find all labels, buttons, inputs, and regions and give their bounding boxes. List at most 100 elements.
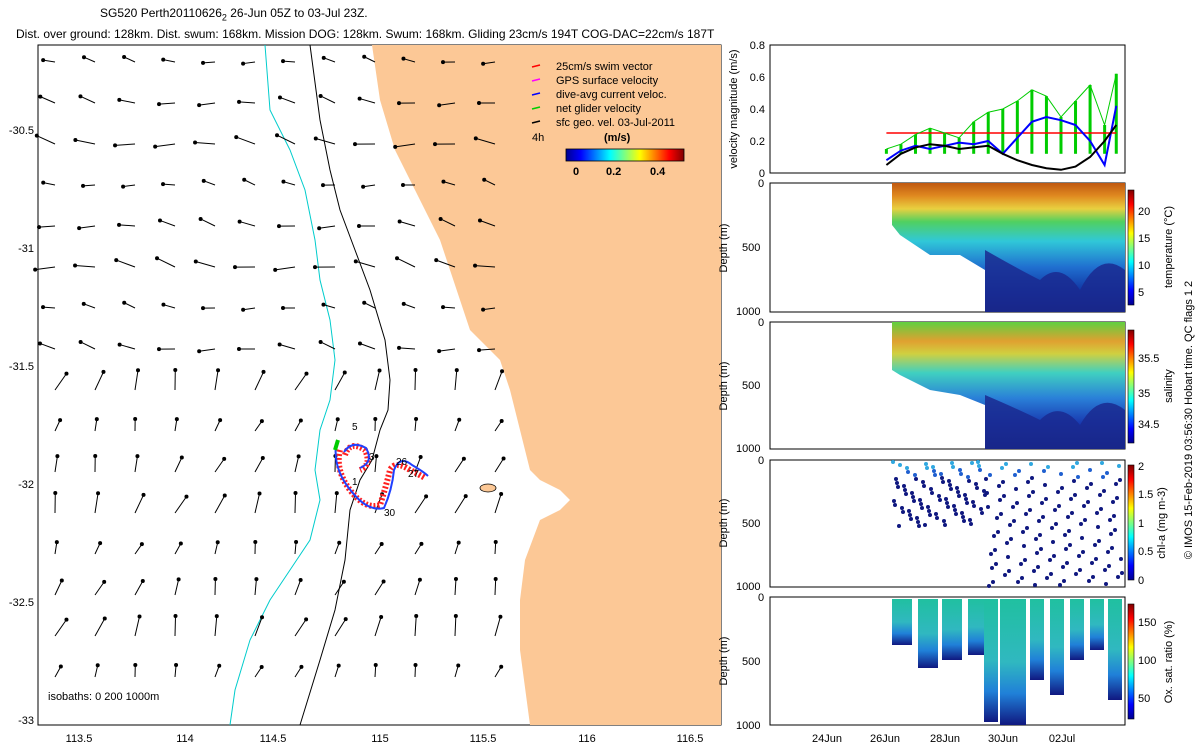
arrow-head <box>401 301 406 306</box>
chl-point <box>1074 572 1078 576</box>
arrow-head <box>173 614 178 619</box>
oxygen-panel: 150 100 50 Ox. sat. ratio (%) <box>769 596 1175 726</box>
chl-point <box>1085 486 1089 490</box>
velocity-arrow <box>374 616 382 637</box>
velocity-arrow <box>414 456 422 473</box>
chl-point <box>1037 519 1041 523</box>
chl-point <box>980 511 984 515</box>
chl-point <box>1103 568 1107 572</box>
arrow-head <box>137 614 142 619</box>
chl-point <box>1007 569 1011 573</box>
temperature-cbar-ticks: 20 15 10 5 <box>1138 206 1150 299</box>
chl-point <box>999 512 1003 516</box>
velocity-arrow <box>54 580 63 596</box>
chl-point <box>997 484 1001 488</box>
chl-point <box>1043 483 1047 487</box>
arrow-head <box>418 455 423 460</box>
chl-point <box>1041 515 1045 519</box>
velocity-arrow <box>483 61 496 65</box>
chl-point <box>1102 489 1106 493</box>
chl-point <box>1111 500 1115 504</box>
chl-point <box>952 504 956 508</box>
chl-point <box>919 502 923 506</box>
velocity-arrow <box>40 96 56 104</box>
cbar-tick: 34.5 <box>1138 419 1159 431</box>
arrow-head <box>317 226 322 231</box>
chl-point <box>1008 523 1012 527</box>
chl-point <box>1107 564 1111 568</box>
arrow-head <box>281 59 286 64</box>
chl-point <box>1063 533 1067 537</box>
oxygen-profile <box>1000 599 1014 725</box>
chl-point <box>939 472 943 476</box>
velocity-arrow <box>396 257 416 268</box>
arrow-head <box>395 256 400 261</box>
chl-point <box>1017 469 1021 473</box>
velocity-arrow <box>254 666 263 678</box>
chl-point <box>1076 475 1080 479</box>
velocity-arrow <box>334 542 340 555</box>
velocity-arrow <box>243 179 256 186</box>
y-tick-label: 0.4 <box>750 104 765 116</box>
velocity-arrow <box>494 666 502 678</box>
arrow-head <box>58 418 63 423</box>
salinity-deep-field <box>985 395 1125 449</box>
chl-point <box>935 516 939 520</box>
arrow-head <box>293 491 298 496</box>
arrow-head <box>424 494 429 499</box>
velocity-arrow <box>36 135 56 145</box>
arrow-head <box>361 184 366 189</box>
velocity-arrow <box>195 142 216 145</box>
chl-point <box>1054 522 1058 526</box>
chl-point <box>1099 507 1103 511</box>
arrow-head <box>357 341 362 346</box>
velocity-arrow <box>83 56 96 63</box>
velocity-arrow <box>214 458 225 473</box>
arrow-head <box>237 219 242 224</box>
arrow-head <box>38 94 43 99</box>
chl-point <box>1117 464 1121 468</box>
arrow-head <box>114 258 119 263</box>
velocity-arrow <box>294 542 297 555</box>
arrow-head <box>357 96 362 101</box>
velocity-arrow <box>399 221 416 227</box>
arrow-head <box>379 614 384 619</box>
chl-point <box>1036 565 1040 569</box>
arrow-head <box>401 183 406 188</box>
arrow-head <box>281 306 286 311</box>
chl-point <box>940 476 944 480</box>
velocity-arrow <box>363 184 376 188</box>
velocity-arrow <box>94 542 101 555</box>
chl-point <box>1069 497 1073 501</box>
chl-point <box>1094 557 1098 561</box>
velocity-arrow <box>134 580 144 596</box>
chl-point <box>1016 580 1020 584</box>
arrow-head <box>414 614 419 619</box>
arrow-head <box>453 614 458 619</box>
chl-point <box>1110 546 1114 550</box>
arrow-head <box>381 579 386 584</box>
arrow-head <box>437 349 442 354</box>
arrow-head <box>456 663 461 668</box>
velocity-arrow <box>119 344 136 350</box>
arrow-head <box>179 455 184 460</box>
legend-sfc-geo: sfc geo. vel. 03-Jul-2011 <box>556 117 675 129</box>
velocity-arrow <box>119 99 136 104</box>
map-panel: 5 3 26 27 1 30 25cm/s swim vector GPS su… <box>9 44 722 745</box>
velocity-arrow <box>414 543 422 555</box>
salinity-panel: 35.5 35 34.5 salinity <box>769 321 1175 450</box>
y-tick-label: -31 <box>18 243 34 255</box>
arrow-head <box>493 540 498 545</box>
arrow-head <box>193 259 198 264</box>
velocity-arrow <box>320 95 336 104</box>
chl-point <box>1060 486 1064 490</box>
x-tick-label: 114 <box>176 733 194 745</box>
chl-point <box>953 508 957 512</box>
island <box>479 483 497 493</box>
chl-point <box>1042 469 1046 473</box>
velocity-arrow <box>39 225 56 228</box>
velocity-y-axis: 0 0.2 0.4 0.6 0.8 <box>750 40 765 180</box>
chl-point <box>1072 479 1076 483</box>
oxygen-profile <box>1108 599 1122 700</box>
arrow-head <box>357 224 362 229</box>
